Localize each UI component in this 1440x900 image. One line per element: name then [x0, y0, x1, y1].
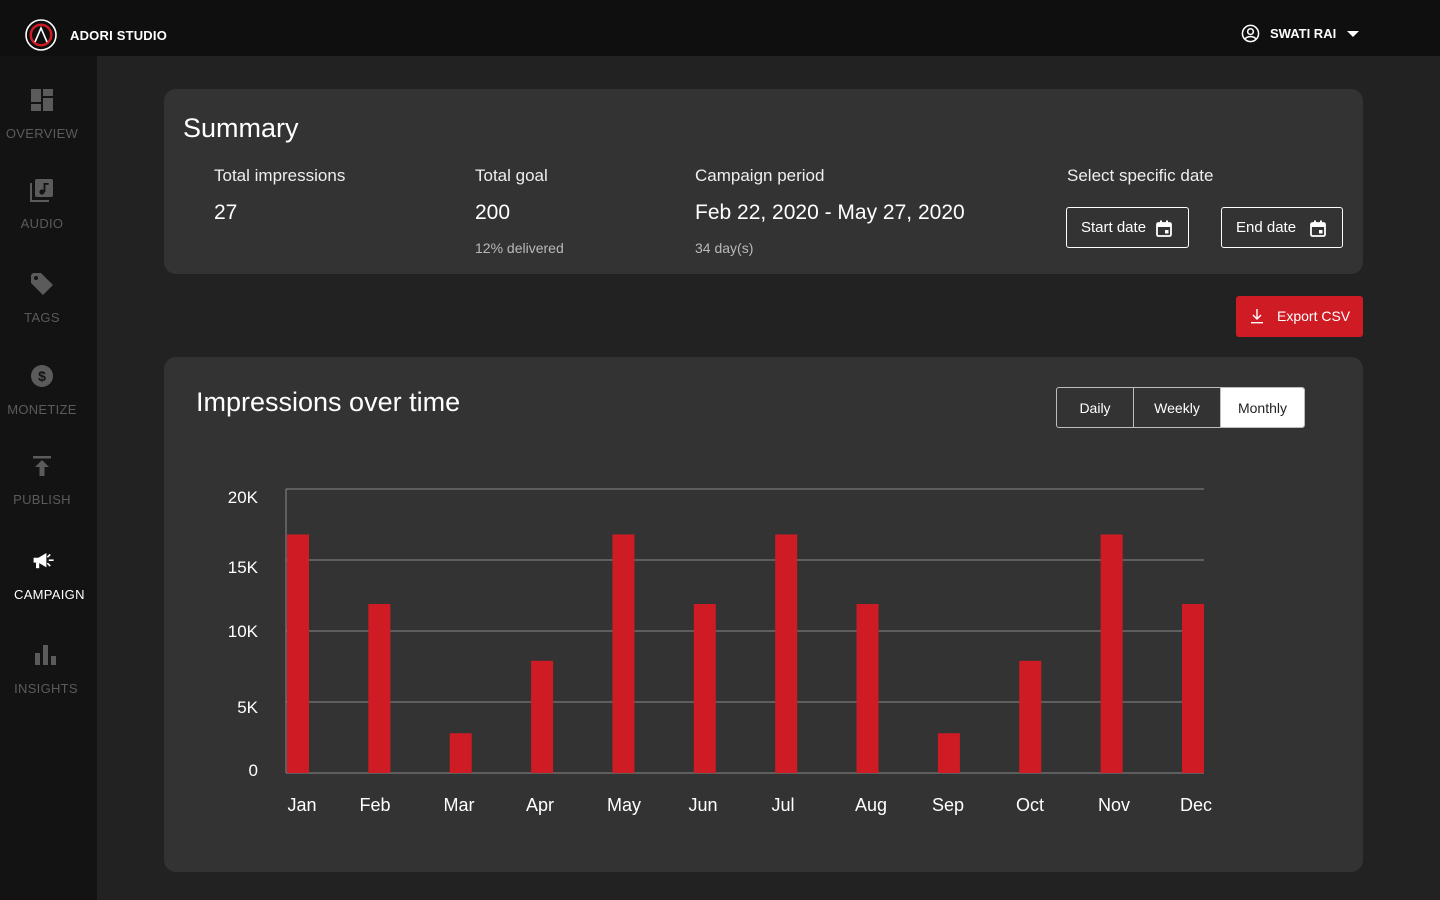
y-tick-label: 5K: [237, 698, 258, 717]
x-tick-label: Oct: [1016, 795, 1044, 815]
tab-weekly[interactable]: Weekly: [1134, 388, 1221, 427]
sidebar-item-campaign[interactable]: CAMPAIGN: [0, 549, 97, 619]
summary-card: Summary Total impressions 27 Total goal …: [164, 89, 1363, 274]
dashboard-icon: [31, 89, 53, 111]
x-tick-label: Jul: [771, 795, 794, 815]
sidebar-item-label: MONETIZE: [7, 402, 77, 417]
top-bar: ADORI STUDIO SWATI RAI: [0, 0, 1440, 56]
user-circle-icon: [1241, 24, 1260, 43]
sidebar: OVERVIEW AUDIO TAGS $ MONETIZE PUBLISH: [0, 56, 97, 900]
x-tick-label: Aug: [855, 795, 887, 815]
total-impressions-value: 27: [214, 201, 238, 224]
adori-logo-icon[interactable]: [24, 18, 58, 52]
bar-aug[interactable]: [856, 604, 879, 773]
bar-apr[interactable]: [531, 660, 554, 773]
bar-may[interactable]: [612, 534, 635, 773]
goal-delivered-text: 12% delivered: [475, 240, 564, 256]
user-menu[interactable]: SWATI RAI: [1241, 24, 1360, 43]
sidebar-item-tags[interactable]: TAGS: [0, 272, 97, 342]
sidebar-item-label: CAMPAIGN: [14, 587, 85, 602]
bar-nov[interactable]: [1100, 534, 1123, 773]
sidebar-item-monetize[interactable]: $ MONETIZE: [0, 364, 97, 434]
bar-jun[interactable]: [693, 604, 716, 773]
start-date-button[interactable]: Start date: [1066, 207, 1189, 248]
sidebar-item-insights[interactable]: INSIGHTS: [0, 643, 97, 713]
impressions-card: Impressions over time Daily Weekly Month…: [164, 357, 1363, 872]
export-csv-label: Export CSV: [1277, 308, 1351, 324]
campaign-days-text: 34 day(s): [695, 240, 754, 256]
x-tick-label: Mar: [444, 795, 475, 815]
bar-jul[interactable]: [775, 534, 798, 773]
sidebar-item-publish[interactable]: PUBLISH: [0, 454, 97, 524]
x-tick-label: Dec: [1180, 795, 1212, 815]
sidebar-item-label: INSIGHTS: [14, 681, 78, 696]
megaphone-icon: [33, 553, 54, 569]
bar-jan[interactable]: [287, 534, 309, 773]
tab-daily[interactable]: Daily: [1057, 388, 1134, 427]
time-range-toggle: Daily Weekly Monthly: [1056, 387, 1305, 428]
total-impressions-label: Total impressions: [214, 166, 346, 185]
x-tick-label: Jun: [688, 795, 717, 815]
user-name: SWATI RAI: [1270, 26, 1337, 41]
calendar-icon: [1156, 220, 1172, 237]
sidebar-item-label: AUDIO: [20, 216, 64, 231]
start-date-label: Start date: [1081, 219, 1147, 236]
summary-title: Summary: [183, 113, 299, 143]
bar-oct[interactable]: [1019, 660, 1042, 773]
bar-feb[interactable]: [368, 604, 391, 773]
tag-icon: [31, 273, 53, 295]
sidebar-item-audio[interactable]: AUDIO: [0, 178, 97, 248]
x-tick-label: Feb: [359, 795, 390, 815]
x-tick-label: May: [607, 795, 641, 815]
tab-monthly[interactable]: Monthly: [1221, 388, 1304, 427]
total-goal-value: 200: [475, 201, 511, 224]
music-library-icon: [30, 179, 53, 202]
x-tick-label: Nov: [1098, 795, 1130, 815]
campaign-period-label: Campaign period: [695, 166, 825, 185]
end-date-label: End date: [1236, 219, 1297, 236]
y-tick-label: 15K: [228, 558, 259, 577]
chart-title: Impressions over time: [196, 387, 461, 417]
sidebar-item-overview[interactable]: OVERVIEW: [0, 88, 97, 158]
select-date-label: Select specific date: [1067, 166, 1214, 185]
total-goal-label: Total goal: [475, 166, 548, 185]
campaign-period-value: Feb 22, 2020 - May 27, 2020: [695, 201, 965, 224]
download-icon: [1251, 309, 1263, 324]
svg-text:$: $: [38, 368, 46, 384]
publish-icon: [33, 456, 51, 476]
impressions-bar-chart: 0 5K 10K 15K 20K Jan Feb Mar Apr May Jun Jul Aug Sep O…: [228, 488, 1212, 815]
export-csv-button[interactable]: Export CSV: [1236, 296, 1363, 337]
bar-dec[interactable]: [1182, 604, 1204, 773]
caret-down-icon: [1347, 30, 1360, 37]
bar-sep[interactable]: [937, 733, 960, 773]
y-tick-label: 10K: [228, 622, 259, 641]
end-date-button[interactable]: End date: [1221, 207, 1343, 248]
x-tick-label: Jan: [287, 795, 316, 815]
sidebar-item-label: TAGS: [24, 310, 60, 325]
y-tick-label: 20K: [228, 488, 259, 507]
bar-chart-icon: [35, 645, 56, 665]
sidebar-item-label: OVERVIEW: [5, 126, 79, 141]
bar-mar[interactable]: [449, 733, 472, 773]
brand-name[interactable]: ADORI STUDIO: [70, 28, 168, 43]
dollar-icon: $: [31, 365, 53, 387]
y-tick-label: 0: [249, 761, 258, 780]
sidebar-item-label: PUBLISH: [13, 492, 71, 507]
x-tick-label: Sep: [932, 795, 964, 815]
calendar-icon: [1310, 220, 1326, 237]
x-tick-label: Apr: [526, 795, 554, 815]
